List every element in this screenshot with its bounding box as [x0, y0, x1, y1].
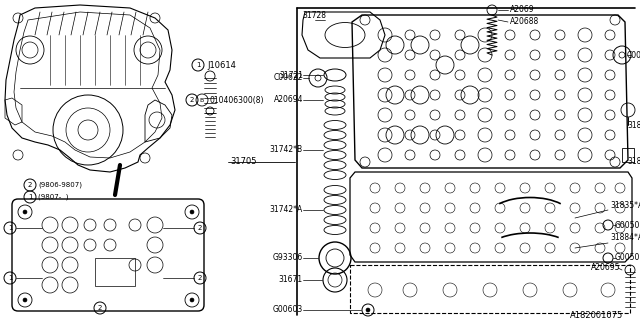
- Bar: [95, 258, 135, 286]
- Text: 31835*B: 31835*B: [627, 121, 640, 130]
- Text: G00505: G00505: [615, 253, 640, 262]
- Text: C00622: C00622: [627, 51, 640, 60]
- Text: 31884*B: 31884*B: [627, 157, 640, 166]
- Text: 31835*A: 31835*A: [610, 201, 640, 210]
- Text: 1: 1: [8, 225, 12, 231]
- Circle shape: [23, 210, 27, 214]
- Text: G00505: G00505: [615, 220, 640, 229]
- Text: B: B: [200, 98, 204, 102]
- Text: A20694: A20694: [273, 95, 303, 105]
- Text: G00603: G00603: [273, 306, 303, 315]
- Text: 010406300(8): 010406300(8): [210, 95, 264, 105]
- Text: G93306: G93306: [273, 253, 303, 262]
- Text: 31742*B: 31742*B: [270, 146, 303, 155]
- Text: A2069: A2069: [510, 5, 534, 14]
- Text: 31728: 31728: [302, 11, 326, 20]
- Text: J10614: J10614: [207, 60, 236, 69]
- Text: 2: 2: [28, 182, 32, 188]
- Text: 2: 2: [198, 225, 202, 231]
- Text: 2: 2: [198, 275, 202, 281]
- Text: A20688: A20688: [510, 18, 540, 27]
- Text: 2: 2: [98, 305, 102, 311]
- Circle shape: [23, 298, 27, 302]
- Bar: [350, 265, 630, 313]
- Text: 1: 1: [8, 275, 12, 281]
- Circle shape: [190, 210, 194, 214]
- Text: 31742*A: 31742*A: [269, 205, 303, 214]
- Text: 2: 2: [190, 97, 194, 103]
- Text: 1: 1: [196, 62, 200, 68]
- Text: 31705: 31705: [230, 157, 257, 166]
- Text: 31671: 31671: [279, 276, 303, 284]
- Text: C00622: C00622: [274, 74, 303, 83]
- Bar: [622, 148, 634, 162]
- Text: A20695: A20695: [591, 263, 620, 273]
- Text: (9807-  ): (9807- ): [38, 194, 68, 200]
- Circle shape: [190, 298, 194, 302]
- Text: 31721: 31721: [279, 70, 303, 79]
- Text: 1: 1: [28, 194, 32, 200]
- Circle shape: [366, 308, 370, 312]
- Text: (9806-9807): (9806-9807): [38, 182, 82, 188]
- Text: A182001075: A182001075: [570, 310, 623, 319]
- Text: 31884*A: 31884*A: [610, 234, 640, 243]
